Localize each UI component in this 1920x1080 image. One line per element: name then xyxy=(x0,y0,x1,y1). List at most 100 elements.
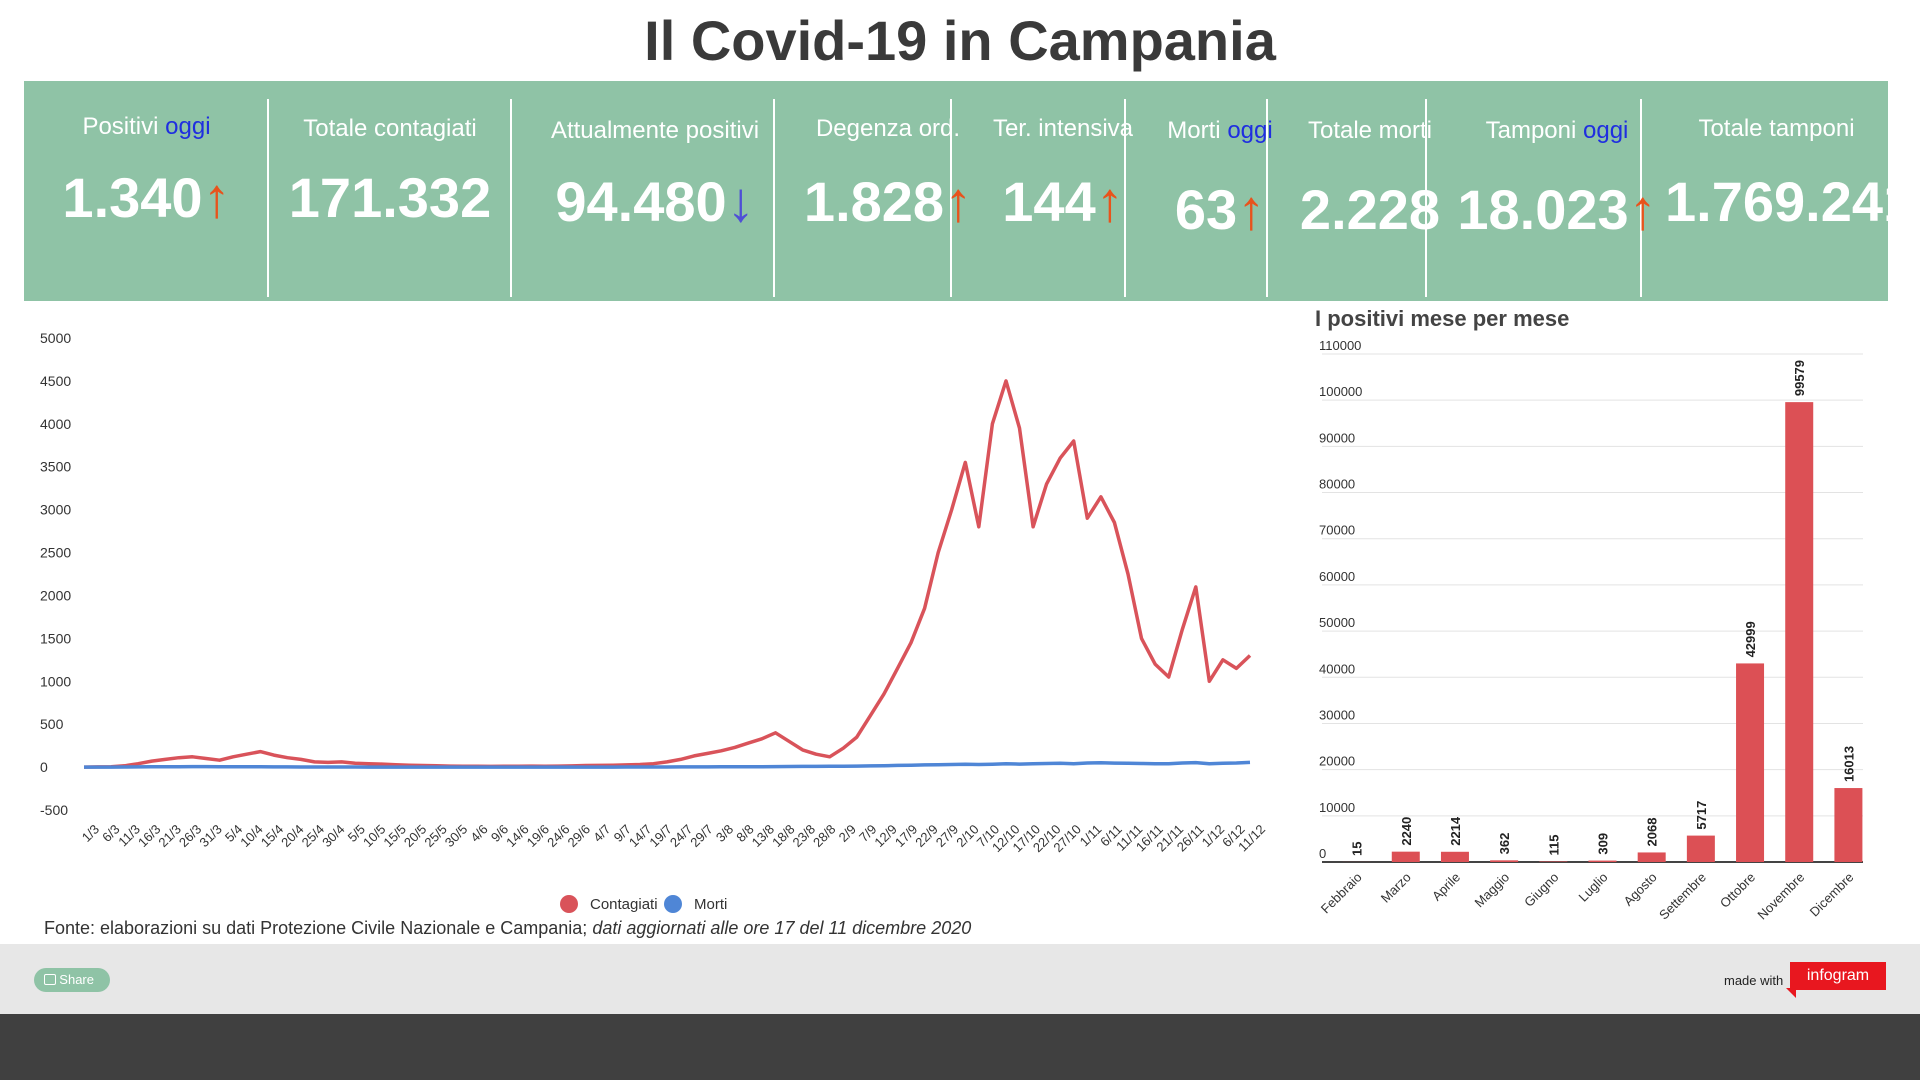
footer-bar: Share made with infogram xyxy=(0,944,1920,1014)
stat-label: Degenza ord. xyxy=(799,115,977,143)
arrow-up-icon: ↑ xyxy=(944,170,973,233)
stat-label: Ter. intensiva xyxy=(977,115,1149,143)
arrow-down-icon: ↓ xyxy=(726,170,755,233)
bar-value-label: 2214 xyxy=(1448,816,1463,846)
x-tick-label: Febbraio xyxy=(1318,870,1365,917)
stat-value-text: 18.023 xyxy=(1457,178,1629,241)
stat-cell: Attualmente positivi 94.480↓ xyxy=(511,81,799,301)
stat-label-text: Positivi xyxy=(82,113,159,140)
stat-value: 171.332 xyxy=(269,165,511,230)
bar xyxy=(1686,835,1715,862)
stat-separator xyxy=(1640,99,1642,297)
stat-separator xyxy=(950,99,952,297)
infogram-logo[interactable]: infogram xyxy=(1790,962,1886,990)
y-tick-label: 90000 xyxy=(1319,430,1355,445)
stat-label: Morti oggi xyxy=(1149,117,1291,145)
x-tick-label: Giugno xyxy=(1521,870,1561,910)
stat-cell: Ter. intensiva 144↑ xyxy=(977,81,1149,301)
x-tick-label: 29/7 xyxy=(687,822,716,851)
y-tick-label: 4500 xyxy=(40,373,71,389)
y-tick-label: 110000 xyxy=(1319,338,1361,353)
legend-swatch xyxy=(560,895,578,913)
y-tick-label: 70000 xyxy=(1319,523,1355,538)
y-tick-label: 60000 xyxy=(1319,569,1355,584)
stat-value: 1.828↑ xyxy=(799,169,977,234)
y-tick-label: 30000 xyxy=(1319,707,1355,722)
y-tick-label: 50000 xyxy=(1319,615,1355,630)
share-button[interactable]: Share xyxy=(34,968,110,992)
x-tick-label: 29/6 xyxy=(565,822,594,851)
stat-value: 1.769.241 xyxy=(1665,169,1914,234)
bar-value-label: 115 xyxy=(1546,834,1561,855)
arrow-up-icon: ↑ xyxy=(202,166,231,229)
share-icon xyxy=(44,974,56,985)
x-tick-label: 31/3 xyxy=(196,822,225,851)
stat-value-text: 2.228 xyxy=(1299,178,1441,241)
bar-value-label: 16013 xyxy=(1841,746,1856,782)
stat-label-text: Morti xyxy=(1167,117,1221,144)
bar-chart-title: I positivi mese per mese xyxy=(1315,306,1569,331)
stat-label-text: Ter. intensiva xyxy=(992,115,1134,142)
made-with-label: made with xyxy=(1724,973,1784,988)
bar-value-label: 15 xyxy=(1350,841,1365,855)
stat-oggi-tag: oggi xyxy=(1227,117,1273,144)
bar xyxy=(1834,788,1863,862)
stat-label-text: Totale contagiati xyxy=(303,115,477,142)
stat-value-text: 1.769.241 xyxy=(1665,170,1915,233)
stat-label: Attualmente positivi xyxy=(511,117,799,145)
arrow-up-icon: ↑ xyxy=(1237,178,1266,241)
series-line-morti xyxy=(84,760,1251,769)
line-chart: -500 0 500 1000 1500 2000 2500 3000 3500 4000 4500… xyxy=(40,330,1268,913)
bar xyxy=(1736,663,1765,862)
stat-oggi-tag: oggi xyxy=(1583,117,1629,144)
y-tick-label: 0 xyxy=(1319,846,1326,861)
x-tick-label: 4/6 xyxy=(467,822,490,845)
y-tick-label: 2500 xyxy=(40,545,71,561)
stat-separator xyxy=(1124,99,1126,297)
bar xyxy=(1391,851,1420,862)
share-label: Share xyxy=(59,972,94,987)
page-title: Il Covid-19 in Campania xyxy=(644,9,1276,72)
x-tick-label: Marzo xyxy=(1378,870,1414,906)
x-tick-label: 1/3 xyxy=(79,822,102,845)
legend-swatch xyxy=(664,895,682,913)
stat-cell: Totale morti 2.228 xyxy=(1291,81,1449,301)
stat-value: 144↑ xyxy=(977,169,1149,234)
stat-label: Totale morti xyxy=(1291,117,1449,145)
bar xyxy=(1440,851,1469,862)
bottom-bar xyxy=(0,1014,1920,1080)
stat-label: Positivi oggi xyxy=(24,113,269,141)
x-tick-label: 4/7 xyxy=(590,822,613,845)
source-note: Fonte: elaborazioni su dati Protezione C… xyxy=(44,918,971,939)
source-update: dati aggiornati alle ore 17 del 11 dicem… xyxy=(592,918,972,938)
bar-chart: I positivi mese per mese 0 10000 20000 30000… xyxy=(1315,306,1863,923)
y-tick-label: 0 xyxy=(40,759,48,775)
y-tick-label: 2000 xyxy=(40,587,71,603)
x-tick-label: Dicembre xyxy=(1807,870,1857,920)
x-tick-label: Settembre xyxy=(1656,870,1709,923)
y-tick-label: -500 xyxy=(40,802,68,818)
stat-value: 63↑ xyxy=(1149,177,1291,242)
bar-value-label: 2240 xyxy=(1399,817,1414,846)
stat-value-text: 1.828 xyxy=(803,170,945,233)
x-tick-label: 30/4 xyxy=(319,822,348,851)
stat-value-text: 144 xyxy=(1002,170,1096,233)
x-tick-label: Novembre xyxy=(1754,870,1807,923)
stat-cell: Morti oggi 63↑ xyxy=(1149,81,1291,301)
stat-cell: Positivi oggi 1.340↑ xyxy=(24,81,269,301)
stat-value: 1.340↑ xyxy=(24,165,269,230)
bar xyxy=(1637,852,1666,862)
y-tick-label: 4000 xyxy=(40,416,71,432)
y-tick-label: 3000 xyxy=(40,502,71,518)
stat-label: Totale contagiati xyxy=(269,115,511,143)
y-tick-label: 5000 xyxy=(40,330,71,346)
stat-value-text: 1.340 xyxy=(62,166,203,229)
x-tick-label: 3/8 xyxy=(713,822,736,845)
bar xyxy=(1588,860,1617,862)
stat-label-text: Attualmente positivi xyxy=(550,117,760,144)
stat-cell: Tamponi oggi 18.023↑ xyxy=(1449,81,1665,301)
series-line-contagiati xyxy=(83,379,1252,769)
bar-value-label: 99579 xyxy=(1792,360,1807,396)
stat-label: Tamponi oggi xyxy=(1449,117,1665,145)
